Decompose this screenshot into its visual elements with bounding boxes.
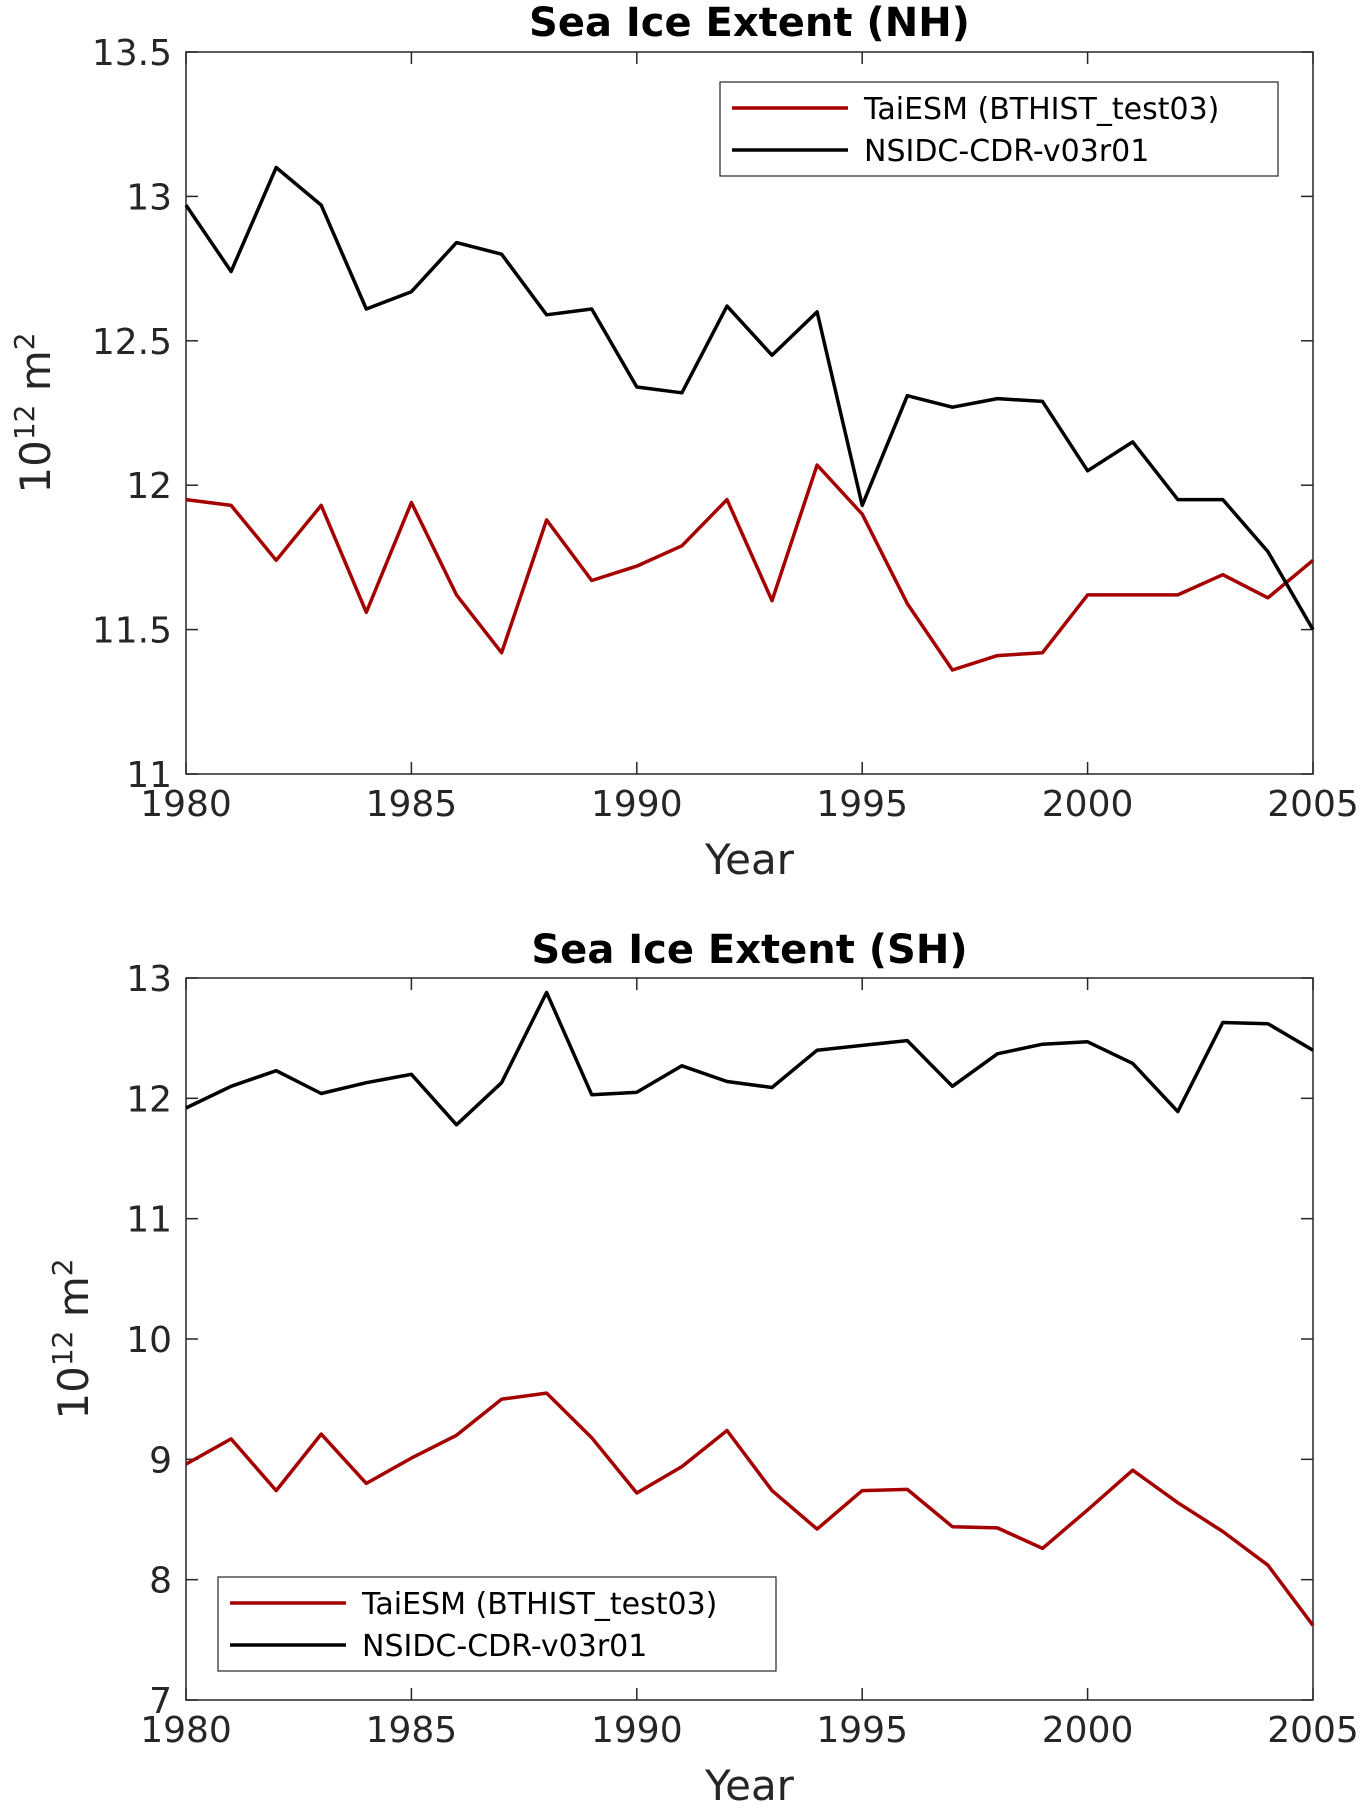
series-line-taiesm [185, 463, 1315, 672]
x-axis-label: Year [704, 835, 795, 884]
x-tick-label: 1985 [366, 784, 458, 825]
y-axis-label: 1012 m2 [46, 1258, 98, 1419]
y-tick-label: 12 [126, 1079, 172, 1120]
y-tick-label: 9 [149, 1440, 172, 1481]
x-tick-label: 1985 [366, 1710, 458, 1751]
y-axis-label: 1012 m2 [8, 332, 60, 493]
y-tick-label: 11 [126, 755, 172, 796]
x-axis-label: Year [704, 1761, 795, 1810]
y-tick-label: 11 [126, 1200, 172, 1241]
legend-entry: NSIDC-CDR-v03r01 [864, 134, 1149, 169]
chart-panel-2: Sea Ice Extent (SH) 1980 1985 1990 1995 2000 2… [46, 927, 1359, 1810]
chart-title: Sea Ice Extent (NH) [529, 0, 970, 46]
y-label-unit-exp: 2 [46, 1258, 79, 1276]
y-label-unit-exp: 2 [8, 332, 41, 350]
legend-box [719, 81, 1279, 177]
legend-box [217, 1576, 777, 1672]
x-tick-label: 1980 [140, 784, 232, 825]
y-label-base: 10 [11, 440, 60, 493]
y-label-base: 10 [49, 1366, 98, 1419]
x-tick-label: 1980 [140, 1710, 232, 1751]
y-tick-label: 10 [126, 1320, 172, 1361]
y-tick-label: 13 [126, 959, 172, 1000]
y-label-exp: 12 [8, 405, 41, 441]
x-tick-label: 2000 [1042, 784, 1134, 825]
legend-entry: TaiESM (BTHIST_test03) [863, 92, 1219, 127]
legend-entry: NSIDC-CDR-v03r01 [362, 1629, 647, 1664]
y-tick-label: 13.5 [92, 33, 172, 74]
x-tick-label: 2005 [1267, 784, 1359, 825]
x-tick-label: 2005 [1267, 1710, 1359, 1751]
y-tick-label: 12.5 [92, 322, 172, 363]
legend-entry: TaiESM (BTHIST_test03) [361, 1587, 717, 1622]
y-tick-label: 13 [126, 177, 172, 218]
axes-box [185, 51, 1314, 775]
chart-panel-1: Sea Ice Extent (NH) 1980 1985 1990 1995 2000 2… [8, 0, 1359, 884]
y-label-unit: m [49, 1276, 98, 1330]
y-tick-label: 12 [126, 466, 172, 507]
y-tick-label: 11.5 [92, 611, 172, 652]
series-line-nsidc [184, 165, 1315, 631]
series-line-nsidc [185, 990, 1314, 1127]
y-label-exp: 12 [46, 1331, 79, 1367]
y-tick-label: 7 [149, 1681, 172, 1722]
series-line-taiesm [185, 1391, 1315, 1627]
x-tick-label: 2000 [1042, 1710, 1134, 1751]
x-tick-label: 1995 [816, 784, 908, 825]
x-tick-label: 1990 [591, 784, 683, 825]
x-tick-label: 1995 [816, 1710, 908, 1751]
chart-title: Sea Ice Extent (SH) [531, 927, 967, 973]
y-label-unit: m [11, 350, 60, 404]
y-tick-label: 8 [149, 1561, 172, 1602]
x-tick-label: 1990 [591, 1710, 683, 1751]
